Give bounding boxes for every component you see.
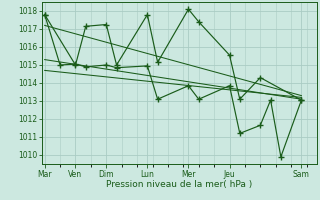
X-axis label: Pression niveau de la mer( hPa ): Pression niveau de la mer( hPa )	[106, 180, 252, 189]
